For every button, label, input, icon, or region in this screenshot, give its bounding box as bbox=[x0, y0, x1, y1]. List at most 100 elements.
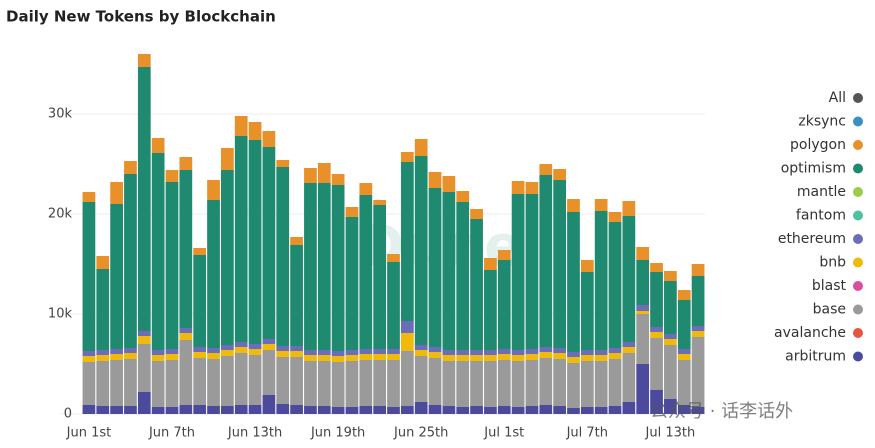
bar-segment bbox=[96, 269, 110, 350]
legend-swatch bbox=[853, 257, 863, 268]
bar-segment bbox=[580, 355, 594, 361]
bar-segment bbox=[110, 182, 123, 204]
bar-segment bbox=[400, 152, 414, 162]
bar-segment bbox=[262, 147, 276, 339]
bar-segment bbox=[124, 359, 137, 406]
bar-segment bbox=[331, 362, 345, 407]
bar-segment bbox=[151, 153, 165, 350]
bar-segment bbox=[359, 195, 373, 349]
bar-segment bbox=[525, 360, 539, 406]
bar-segment bbox=[650, 390, 663, 414]
bar-segment bbox=[317, 361, 331, 406]
bar-segment bbox=[387, 262, 400, 349]
bar-segment bbox=[317, 163, 331, 183]
bar-segment bbox=[207, 359, 220, 406]
bar-segment bbox=[290, 346, 303, 351]
bar-segment bbox=[677, 354, 691, 360]
bar-segment bbox=[179, 170, 193, 328]
bar-segment bbox=[290, 245, 303, 346]
bar-segment bbox=[428, 358, 442, 405]
bar-segment bbox=[539, 358, 553, 405]
bar-segment bbox=[677, 300, 691, 349]
bar-segment bbox=[220, 350, 234, 356]
bar-segment bbox=[484, 350, 497, 355]
bar-segment bbox=[359, 406, 373, 414]
bar-segment bbox=[248, 344, 262, 349]
bar-segment bbox=[622, 347, 636, 353]
bar-segment bbox=[456, 191, 470, 202]
bar-segment bbox=[304, 183, 317, 350]
bar-segment bbox=[484, 270, 497, 350]
y-tick-label: 20k bbox=[48, 207, 73, 222]
bar-segment bbox=[442, 176, 456, 192]
bar-segment bbox=[525, 354, 539, 360]
bar-segment bbox=[304, 361, 317, 406]
bar-segment bbox=[664, 281, 677, 334]
bar-segment bbox=[359, 360, 373, 406]
bar-segment bbox=[179, 340, 193, 405]
bar-segment bbox=[248, 355, 262, 405]
bar-segment bbox=[594, 199, 608, 211]
bar-segment bbox=[664, 334, 677, 339]
bar-segment bbox=[553, 169, 567, 180]
bar-segment bbox=[414, 345, 428, 350]
bar-segment bbox=[373, 205, 387, 349]
bar-segment bbox=[608, 222, 622, 348]
bar-segment bbox=[262, 131, 276, 147]
bar-segment bbox=[165, 354, 179, 360]
bar-segment bbox=[414, 350, 428, 356]
bar-segment bbox=[262, 350, 276, 395]
bar-segment bbox=[304, 350, 317, 355]
bar-segment bbox=[165, 182, 179, 349]
bar-segment bbox=[137, 392, 151, 414]
bar-segment bbox=[345, 407, 359, 414]
bar-segment bbox=[373, 200, 387, 205]
bar-segment bbox=[622, 353, 636, 402]
bar-segment bbox=[428, 172, 442, 188]
legend-label: mantle bbox=[797, 184, 846, 200]
bar-segment bbox=[234, 116, 248, 136]
bar-segment bbox=[497, 260, 511, 349]
bar-segment bbox=[304, 355, 317, 361]
legend-swatch bbox=[853, 304, 863, 315]
bar-segment bbox=[691, 407, 705, 414]
x-tick-label: Jun 25th bbox=[393, 426, 448, 441]
bar-segment bbox=[124, 161, 137, 174]
legend-label: ethereum bbox=[778, 231, 846, 247]
bar-segment bbox=[414, 139, 428, 156]
x-tick-label: Jul 7th bbox=[566, 426, 608, 441]
bar-segment bbox=[165, 360, 179, 407]
bar-segment bbox=[664, 345, 677, 399]
bar-segment bbox=[387, 360, 400, 407]
bar-segment bbox=[151, 361, 165, 407]
bar-segment bbox=[82, 356, 96, 362]
bar-segment bbox=[359, 354, 373, 360]
bar-segment bbox=[193, 347, 207, 352]
bar-segment bbox=[442, 361, 456, 406]
bar-segment bbox=[165, 407, 179, 414]
bar-segment bbox=[248, 349, 262, 355]
bar-segment bbox=[622, 216, 636, 342]
bar-segment bbox=[677, 290, 691, 300]
bar-segment bbox=[580, 260, 594, 272]
bar-segment bbox=[539, 164, 553, 175]
bar-segment bbox=[234, 342, 248, 347]
bar-segment bbox=[608, 406, 622, 414]
bar-segment bbox=[290, 405, 303, 414]
footer-watermark: 公众号 · 话李话外 bbox=[650, 401, 793, 422]
bar-segment bbox=[248, 140, 262, 344]
bar-segment bbox=[373, 360, 387, 406]
legend-swatch bbox=[853, 281, 863, 291]
bar-segment bbox=[317, 355, 331, 361]
bar-segment bbox=[511, 355, 525, 361]
bar-segment bbox=[276, 167, 290, 346]
bar-segment bbox=[636, 314, 650, 364]
bar-segment bbox=[317, 406, 331, 414]
bar-segment bbox=[290, 351, 303, 357]
bar-segment bbox=[580, 350, 594, 355]
bar-segment bbox=[414, 156, 428, 345]
bar-segment bbox=[151, 350, 165, 355]
bar-segment bbox=[124, 174, 137, 348]
bar-segment bbox=[497, 354, 511, 360]
bar-segment bbox=[622, 402, 636, 414]
